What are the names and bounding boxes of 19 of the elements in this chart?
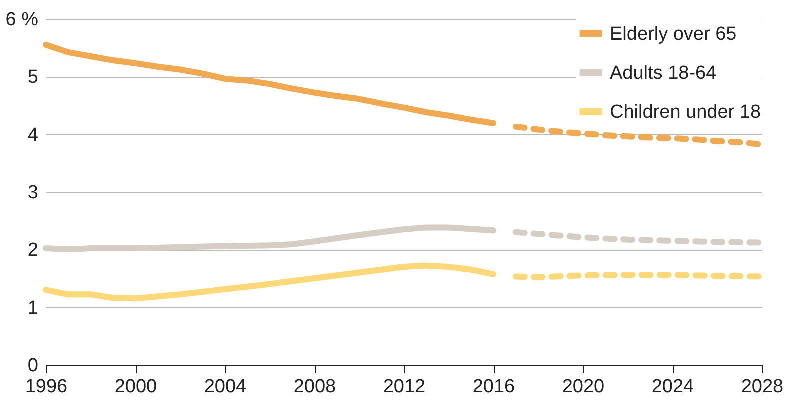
legend-label: Adults 18-64: [610, 63, 718, 84]
x-tick-label: 2020: [562, 376, 605, 398]
x-tick-label: 2008: [294, 376, 336, 398]
x-tick-label: 2012: [383, 376, 426, 398]
x-tick-label: 2016: [472, 376, 516, 398]
x-tick-label: 1996: [25, 376, 68, 398]
legend-label: Elderly over 65: [610, 24, 737, 45]
y-tick-label: 4: [28, 124, 39, 146]
x-tick-label: 2028: [741, 376, 784, 398]
y-tick-label: 3: [28, 182, 38, 204]
y-tick-label: 0: [28, 356, 38, 376]
y-tick-label: 5: [28, 67, 38, 88]
x-tick-label: 2004: [204, 376, 248, 398]
y-tick-label: 6 %: [6, 10, 39, 30]
y-tick-label: 1: [28, 298, 38, 319]
legend-label: Children under 18: [610, 102, 762, 123]
y-tick-label: 2: [28, 240, 38, 262]
x-tick-label: 2000: [114, 376, 158, 398]
x-tick-label: 2024: [652, 376, 695, 398]
